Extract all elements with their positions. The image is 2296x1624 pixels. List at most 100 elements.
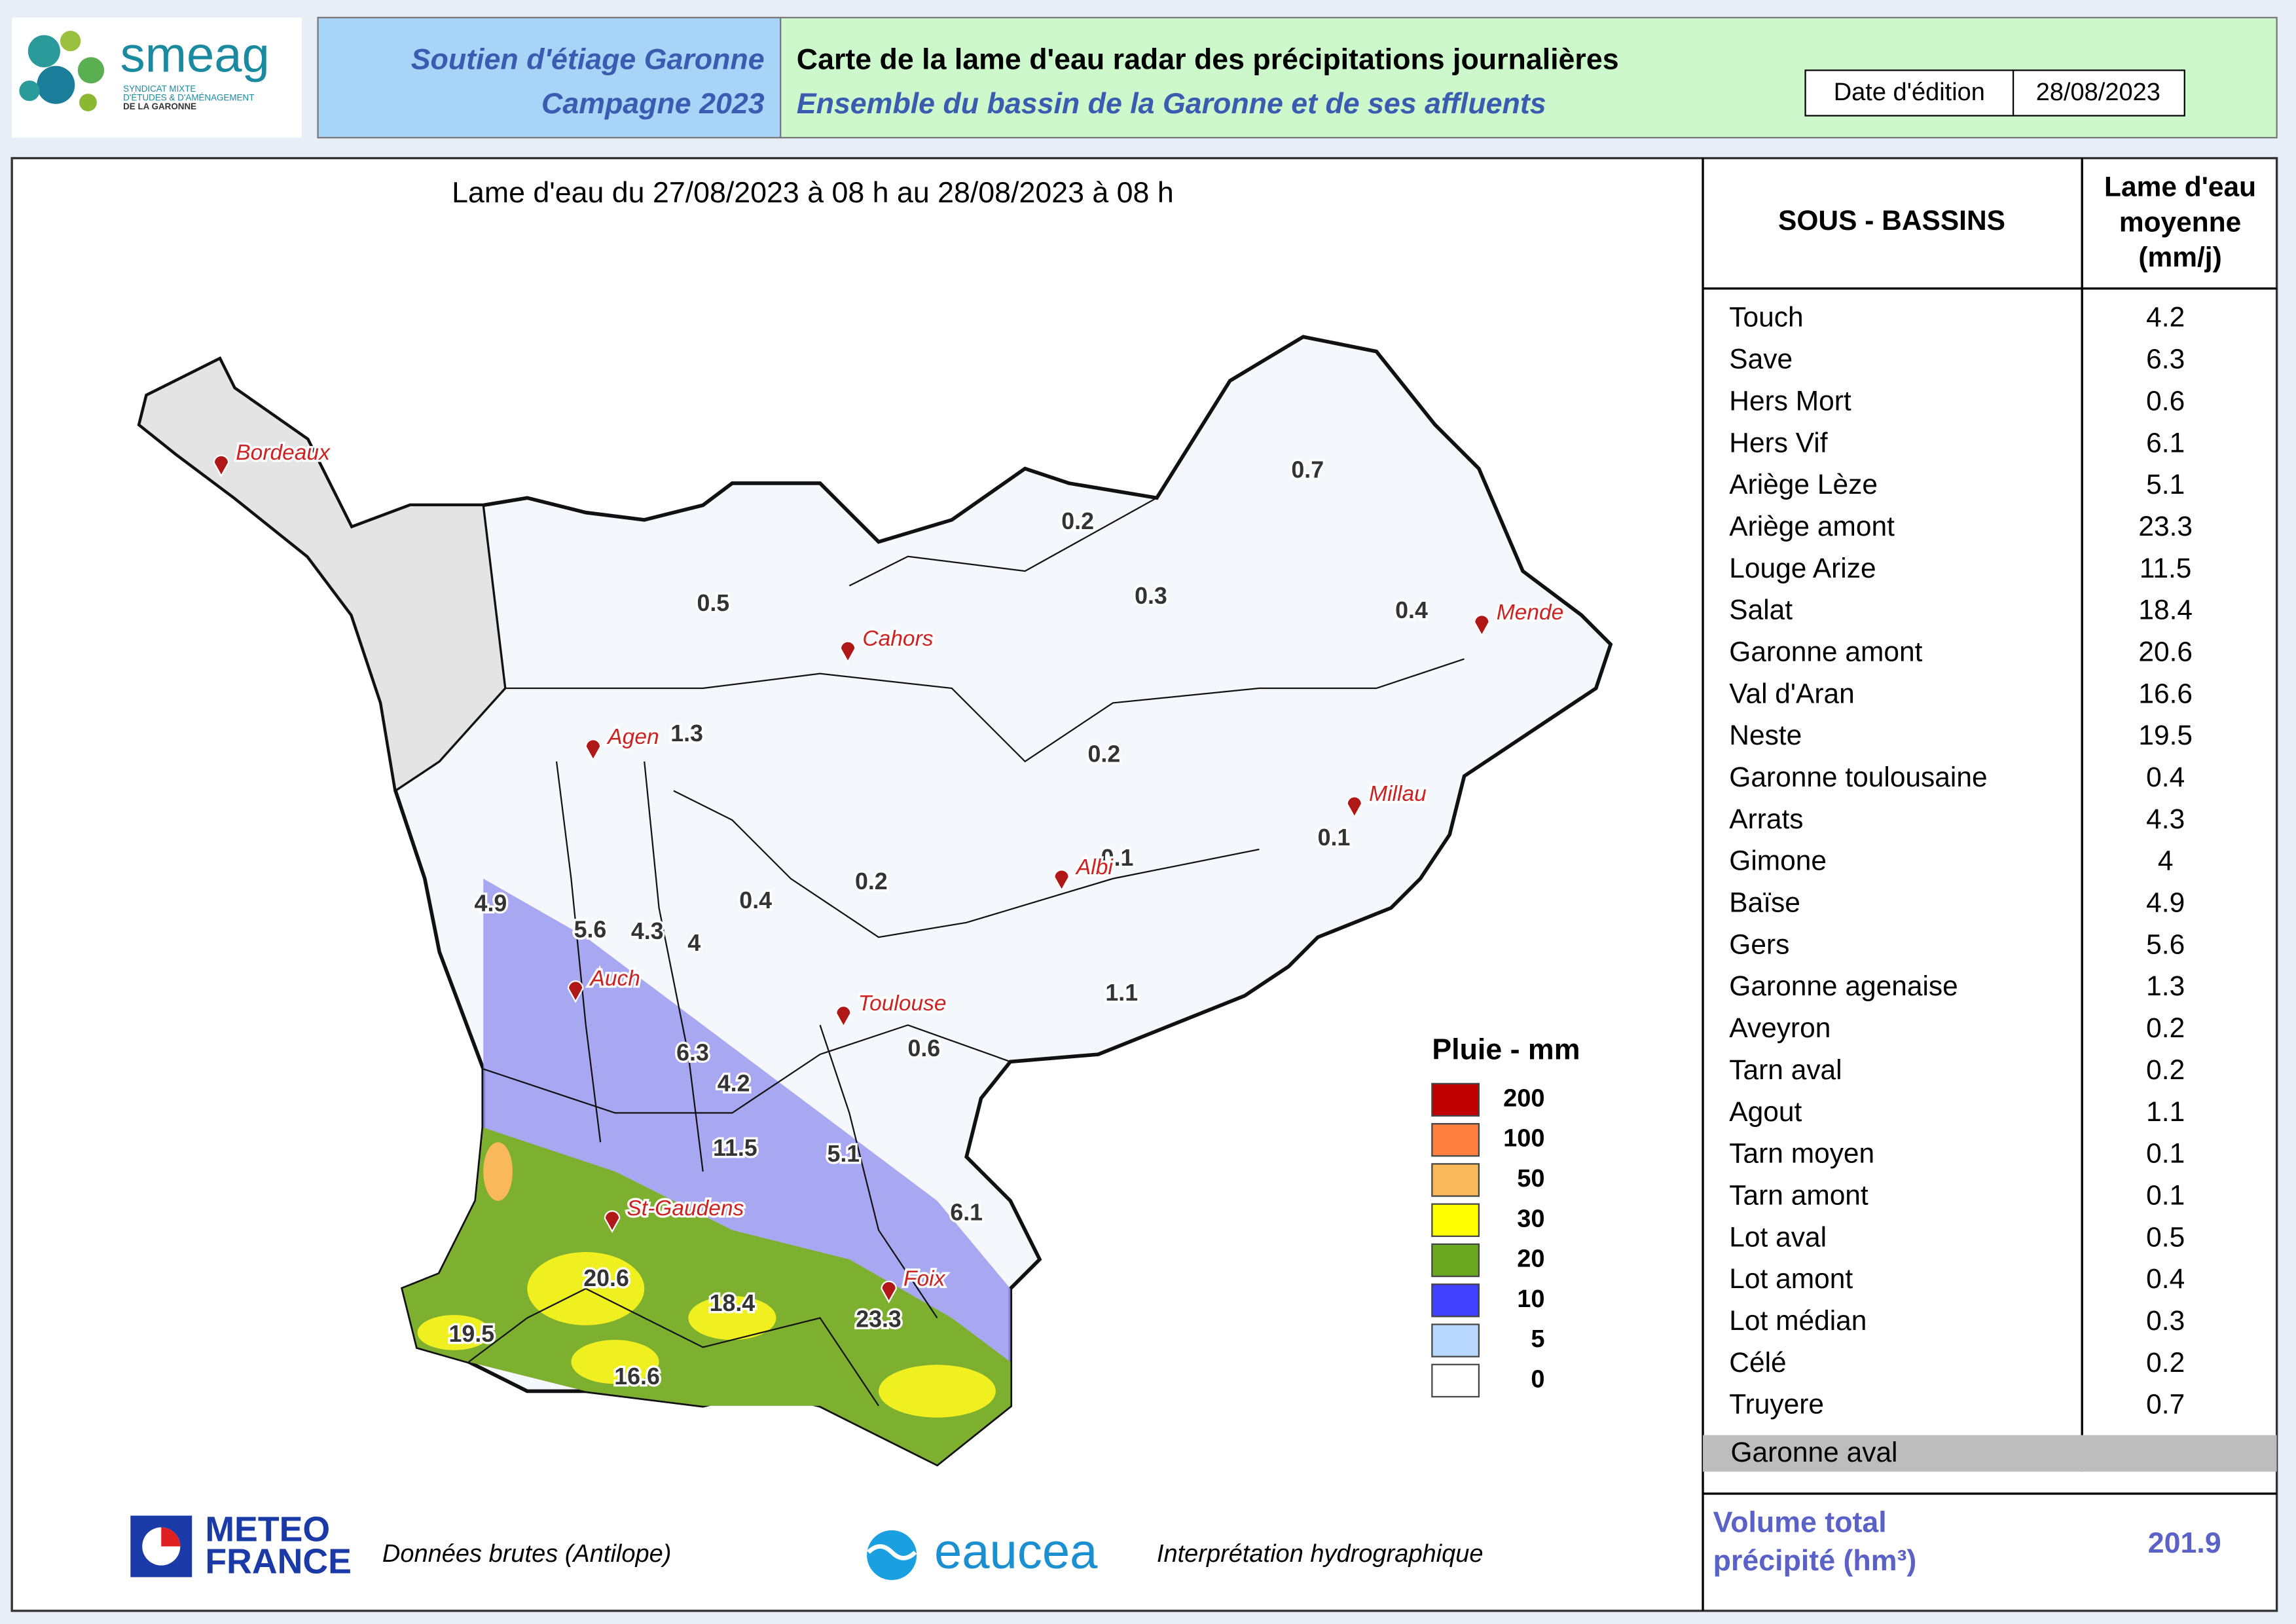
basin-value: 20.6 [583,1265,629,1291]
table-row-name: Lot amont [1729,1264,1853,1295]
legend-label: 10 [1517,1285,1544,1313]
city-name: Foix [903,1266,946,1291]
basin-value: 0.1 [1101,845,1134,871]
basin-value: 0.6 [907,1035,940,1061]
city-name: Auch [589,967,640,991]
legend-label: 30 [1517,1205,1544,1232]
city-name: St-Gaudens [627,1196,744,1221]
basin-value: 23.3 [856,1306,902,1333]
table-header: moyenne [2119,207,2241,238]
city-pin [1346,796,1363,819]
table-row-name: Tarn amont [1729,1180,1868,1211]
table-row-value: 6.3 [2146,344,2185,375]
legend-title: Pluie - mm [1432,1033,1580,1065]
program: Soutien d'étiage Garonne [411,44,765,76]
basin-value: 0.3 [1135,583,1167,609]
table-row-name: Agout [1729,1097,1802,1128]
basin-value: 6.3 [676,1040,709,1066]
table-header: Lame d'eau [2104,172,2256,203]
city-name: Cahors [862,627,933,651]
city-name: Bordeaux [236,441,331,465]
legend-label: 200 [1503,1084,1544,1112]
legend-swatch [1431,1363,1480,1398]
basin-value: 0.4 [739,887,772,913]
meteo-text: Données brutes (Antilope) [382,1540,671,1568]
sub-basin-borders [468,497,1465,1407]
table-row-value: 0.6 [2146,386,2185,416]
basin-value: 0.4 [1395,597,1428,623]
table-row-value: 18.4 [2138,595,2193,626]
map-labels: 0.7 0.2 0.5 0.3 0.4 1.3 0.2 0.1 0.2 0.1 0.4 4.9 5.6 4… [446,454,1430,1392]
table-row-name: Save [1729,344,1793,375]
total-label: précipité (hm³) [1713,1545,1917,1577]
program: Campagne 2023 [541,88,765,120]
table-row-name: Val d'Aran [1729,678,1854,709]
meteo-name: FRANCE [205,1541,352,1581]
basin-value: 0.2 [1061,508,1094,534]
table-row-value: 0.7 [2146,1390,2185,1420]
table-row-value: 0.3 [2146,1306,2185,1337]
date: 28/08/2023 [2036,79,2160,106]
legend-swatch [1431,1203,1480,1237]
table-row-name: Garonne amont [1729,637,1922,667]
basin-value: 6.1 [950,1199,983,1225]
date-box [1804,69,2185,117]
table-row-name: Gers [1729,929,1789,960]
basin-value: 0.7 [1291,457,1324,483]
table-row-name: Louge Arize [1729,553,1876,584]
total-value: 201.9 [2148,1527,2221,1559]
org-subtitle: DE LA GARONNE [123,101,196,111]
table-row-name: Neste [1729,720,1802,751]
table-row-name: Lot aval [1729,1222,1827,1253]
eaucea-text: Interprétation hydrographique [1157,1540,1484,1568]
table-row-value: 23.3 [2138,511,2193,542]
table-row-name: Gimone [1729,846,1827,877]
table-row-value: 0.1 [2146,1180,2185,1211]
city-pin [213,454,230,478]
basin-value: 4.9 [475,890,507,916]
total-label: Volume total [1713,1507,1887,1539]
table-row-name: Aveyron [1729,1013,1831,1044]
city-pin [881,1280,897,1304]
city-name: Albi [1075,855,1114,879]
basin-value: 0.2 [855,868,888,895]
meteo-logo-mark [161,1527,181,1547]
meteo-name: METEO [205,1509,330,1549]
table-row-name: Hers Mort [1729,386,1851,416]
basin-value: 16.6 [614,1363,660,1390]
table-row-name: Touch [1729,303,1803,333]
basin-value: 4 [687,930,701,956]
legend-swatch [1431,1082,1480,1117]
table-row-value: 4.3 [2146,804,2185,835]
logo-drops [19,30,105,111]
cities: Bordeaux Cahors Mende Agen Millau Albi Auch Tou… [213,439,1566,1304]
basin-value: 0.1 [1318,824,1351,851]
rain-zone-20 [403,1127,1011,1465]
map [137,335,1613,1467]
city-pin [1474,614,1490,637]
table-row-name: Ariège amont [1729,511,1895,542]
table-row-name: Lot médian [1729,1306,1867,1337]
table-row-name: Ariège Lèze [1729,470,1878,500]
city-name: Toulouse [858,991,947,1016]
basin-value: 11.5 [713,1135,757,1161]
legend-label: 20 [1517,1246,1544,1273]
table-row-value: 4 [2158,846,2174,877]
basin-value: 1.3 [670,720,703,747]
table-row-name: Hers Vif [1729,428,1827,458]
table-row-value: 5.6 [2146,929,2185,960]
table-row-name: Truyere [1729,1390,1824,1420]
table-row-value: 0.2 [2146,1055,2185,1086]
legend-swatch [1431,1122,1480,1157]
garonne-aval-area [137,357,507,793]
title: Carte de la lame d'eau radar des précipi… [797,44,1619,76]
table-row-value: 0.1 [2146,1139,2185,1170]
table-header: (mm/j) [2138,242,2221,273]
table-row-value: 0.4 [2146,1264,2185,1295]
basin-value: 19.5 [449,1321,495,1347]
period: Lame d'eau du 27/08/2023 à 08 h au 28/08… [452,177,1174,209]
table-row-name: Garonne agenaise [1729,971,1958,1002]
legend-label: 100 [1503,1125,1544,1153]
